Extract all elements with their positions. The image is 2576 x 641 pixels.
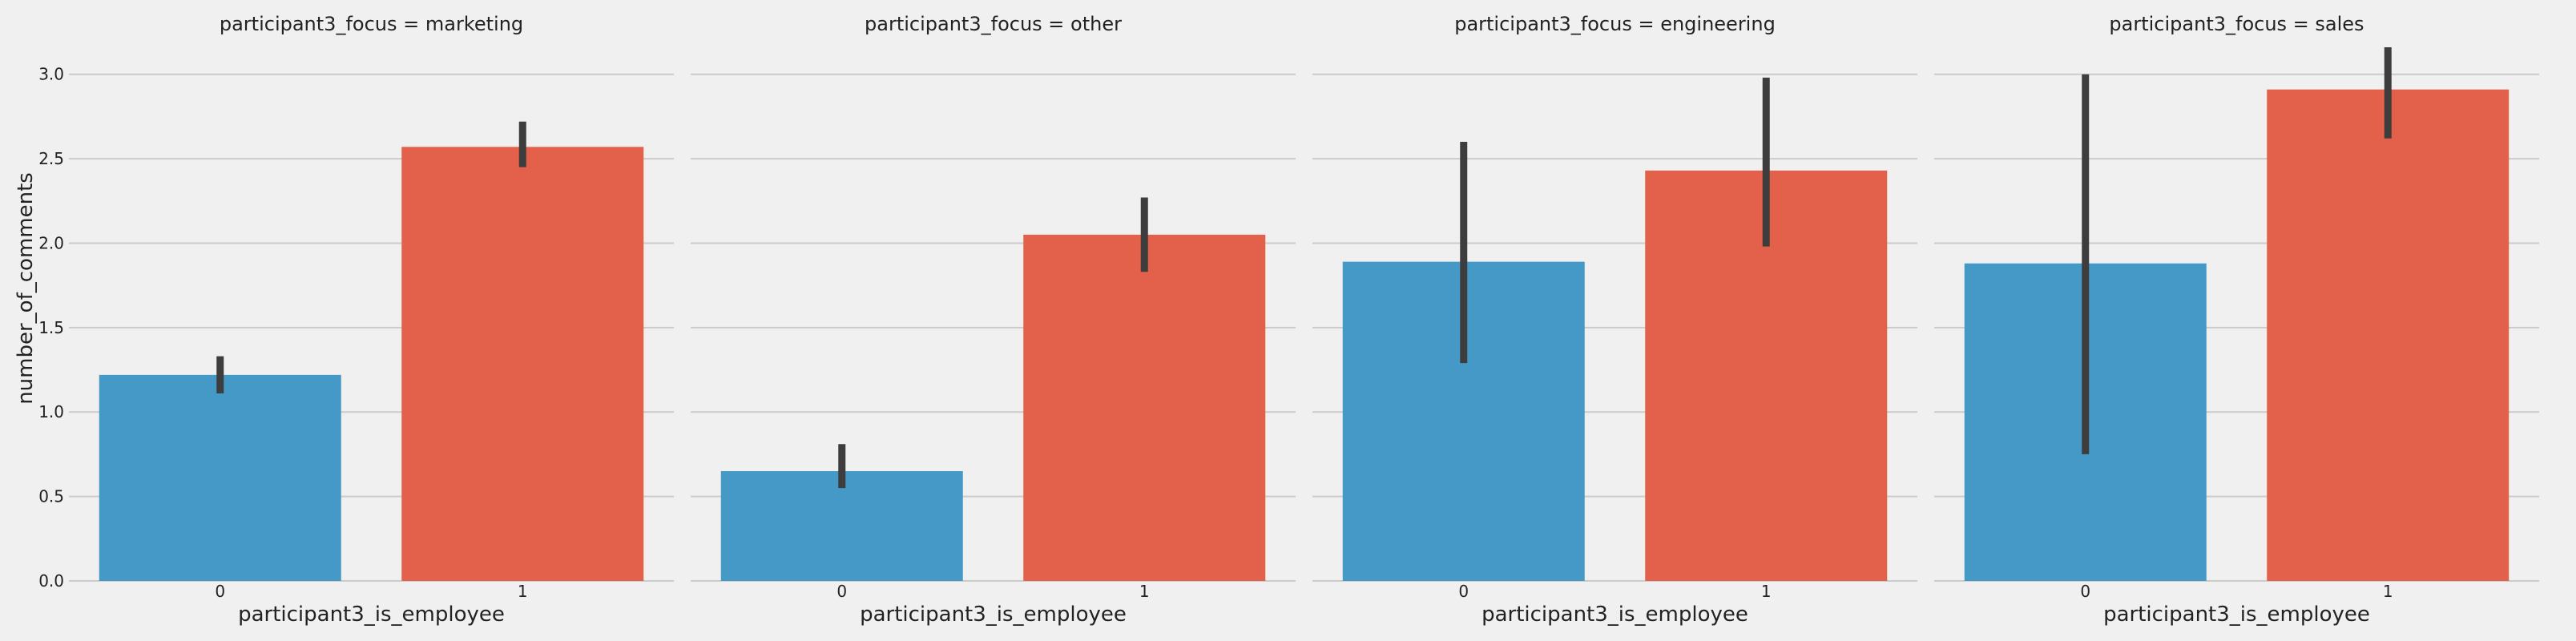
bar bbox=[720, 471, 963, 581]
panel-title: participant3_focus = engineering bbox=[1454, 13, 1776, 35]
x-axis-label: participant3_is_employee bbox=[1482, 603, 1748, 627]
x-axis-label: participant3_is_employee bbox=[238, 603, 505, 627]
y-tick-label: 0.0 bbox=[38, 571, 64, 591]
x-tick-label: 1 bbox=[518, 582, 528, 601]
x-tick-label: 1 bbox=[2383, 582, 2393, 601]
y-tick-label: 2.0 bbox=[38, 233, 64, 252]
y-tick-label: 1.5 bbox=[38, 318, 64, 337]
y-tick-label: 2.5 bbox=[38, 149, 64, 168]
y-tick-label: 0.5 bbox=[38, 487, 64, 506]
bar bbox=[1023, 234, 1266, 581]
x-tick-label: 0 bbox=[215, 582, 225, 601]
bar bbox=[99, 374, 341, 581]
x-tick-label: 1 bbox=[1139, 582, 1150, 601]
panel-title: participant3_focus = other bbox=[865, 13, 1122, 35]
panel-title: participant3_focus = marketing bbox=[220, 13, 523, 35]
x-tick-label: 1 bbox=[1761, 582, 1772, 601]
bar bbox=[2267, 89, 2509, 581]
x-tick-label: 0 bbox=[836, 582, 847, 601]
y-tick-label: 3.0 bbox=[38, 65, 64, 84]
bar bbox=[401, 147, 644, 582]
x-axis-label: participant3_is_employee bbox=[2103, 603, 2370, 627]
x-tick-label: 0 bbox=[2080, 582, 2090, 601]
x-tick-label: 0 bbox=[1458, 582, 1469, 601]
panel-title: participant3_focus = sales bbox=[2109, 13, 2364, 35]
x-axis-label: participant3_is_employee bbox=[860, 603, 1127, 627]
y-axis-label: number_of_comments bbox=[14, 172, 38, 405]
y-tick-label: 1.0 bbox=[38, 402, 64, 421]
